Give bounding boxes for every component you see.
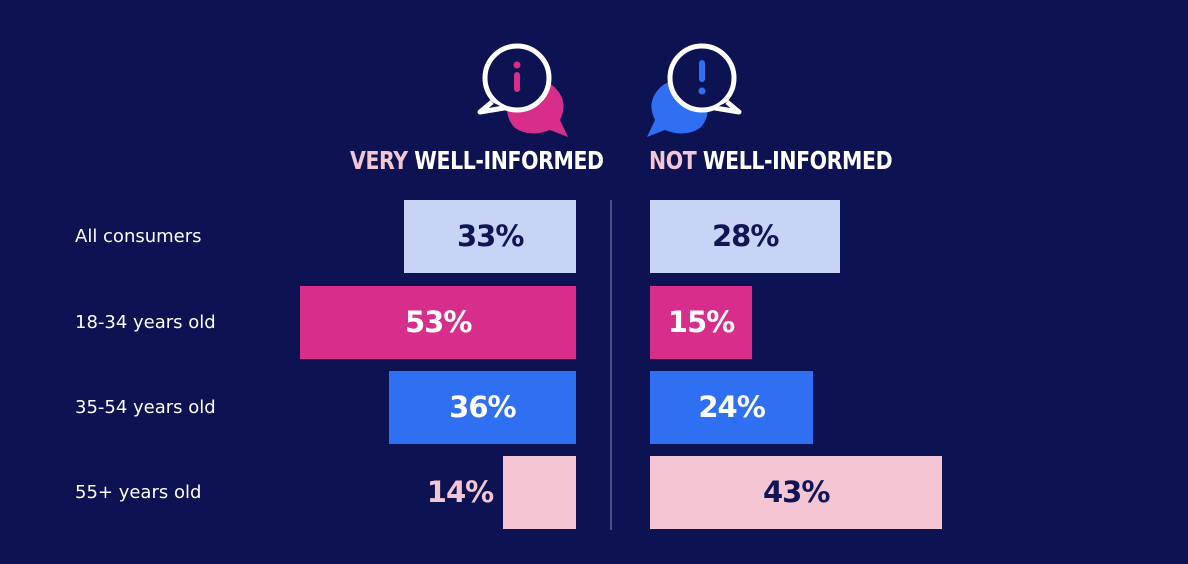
bar-label-not-well-informed: 15% [667, 304, 735, 339]
row-label: 18-34 years old [75, 311, 216, 333]
row-label: All consumers [75, 225, 202, 247]
row-label: 55+ years old [75, 481, 202, 503]
bar-not-well-informed [650, 286, 752, 359]
header-rest: WELL-INFORMED [702, 146, 893, 175]
info-speech-bubble-icon [477, 43, 568, 137]
bar-label-very-well-informed: 36% [449, 389, 516, 424]
bar-label-very-well-informed: 14% [426, 474, 494, 509]
bar-very-well-informed [503, 456, 576, 529]
alert-speech-bubble-icon [647, 43, 742, 137]
bar-label-very-well-informed: 33% [456, 218, 524, 253]
header-rest: WELL-INFORMED [414, 146, 604, 175]
header-highlight: VERY [350, 146, 408, 175]
bar-not-well-informed [650, 200, 841, 273]
header-very-well-informed: VERY WELL-INFORMED [350, 146, 604, 186]
bar-not-well-informed [650, 456, 943, 529]
header-not-well-informed: NOT WELL-INFORMED [649, 146, 893, 186]
bar-label-very-well-informed: 53% [404, 304, 472, 339]
bar-very-well-informed [388, 371, 576, 444]
bar-label-not-well-informed: 24% [698, 389, 765, 424]
bar-label-not-well-informed: 28% [711, 218, 779, 253]
row-label: 35-54 years old [75, 396, 216, 418]
bar-very-well-informed [300, 286, 576, 359]
bar-label-not-well-informed: 43% [762, 474, 830, 509]
header-highlight: NOT [649, 146, 697, 175]
center-divider [610, 200, 612, 530]
bar-very-well-informed [404, 200, 576, 273]
bar-not-well-informed [650, 371, 814, 444]
